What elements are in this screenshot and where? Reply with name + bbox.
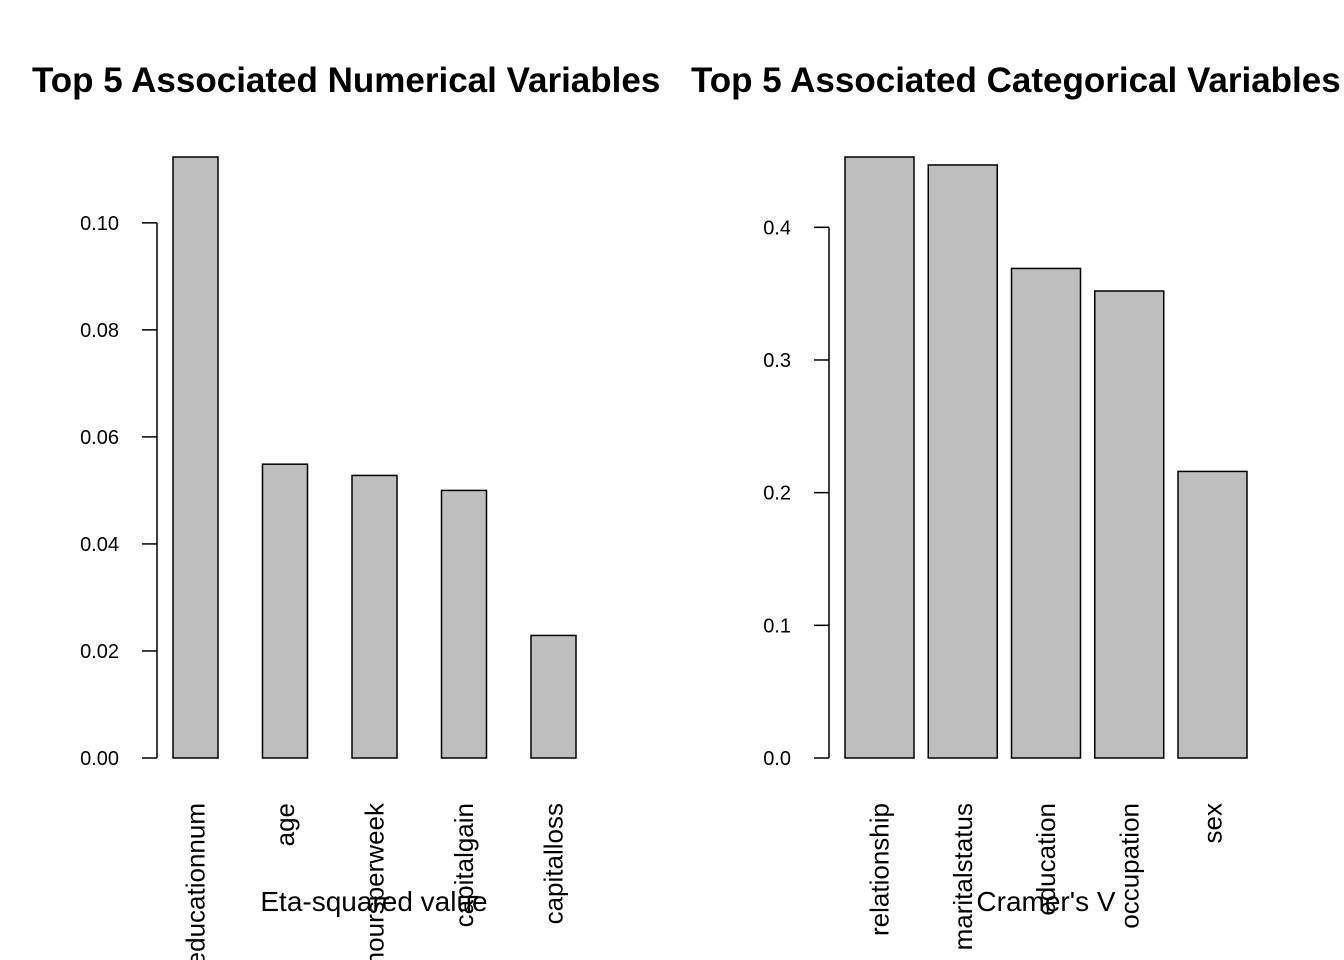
- category-label: hoursperweek: [360, 802, 390, 960]
- y-tick-label: 0.04: [80, 534, 119, 556]
- bar-occupation: [1094, 290, 1165, 759]
- bar-capitalgain: [440, 489, 488, 759]
- y-tick-label: 0.08: [80, 320, 119, 342]
- bar-capitalloss: [530, 634, 577, 759]
- category-label: sex: [1198, 803, 1228, 843]
- x-axis-label: Eta-squared value: [260, 886, 487, 917]
- y-tick-label: 0.0: [763, 748, 791, 770]
- y-tick-label: 0.4: [763, 217, 791, 239]
- y-tick-label: 0.00: [80, 748, 119, 770]
- bar-age: [261, 463, 309, 759]
- chart-panel-1: Top 5 Associated Numerical Variables 0.00…: [32, 61, 660, 960]
- category-label: education: [1031, 803, 1061, 916]
- bar-education: [1010, 267, 1082, 759]
- y-tick-label: 0.10: [80, 213, 119, 235]
- y-tick-label: 0.02: [80, 641, 119, 663]
- bar-educationnum: [172, 156, 219, 759]
- y-tick-label: 0.06: [80, 427, 119, 449]
- category-label: occupation: [1114, 803, 1144, 929]
- category-label: relationship: [865, 803, 895, 936]
- y-tick-label: 0.2: [763, 483, 791, 505]
- category-label: age: [270, 803, 300, 846]
- y-tick-label: 0.1: [763, 615, 791, 637]
- category-label: capitalgain: [449, 803, 479, 927]
- bar-relationship: [844, 156, 915, 759]
- bar-sex: [1177, 470, 1248, 759]
- chart-title: Top 5 Associated Categorical Variables: [691, 61, 1341, 100]
- x-axis-label: Cramer's V: [976, 886, 1115, 917]
- y-tick-label: 0.3: [763, 350, 791, 372]
- bar-maritalstatus: [927, 164, 998, 759]
- bar-hoursperweek: [351, 474, 398, 759]
- category-label: educationnum: [181, 803, 211, 960]
- chart-title: Top 5 Associated Numerical Variables: [32, 61, 660, 100]
- category-label: maritalstatus: [948, 803, 978, 950]
- chart-panel-2: Top 5 Associated Categorical Variables 0.…: [691, 61, 1341, 950]
- category-label: capitalloss: [539, 803, 569, 924]
